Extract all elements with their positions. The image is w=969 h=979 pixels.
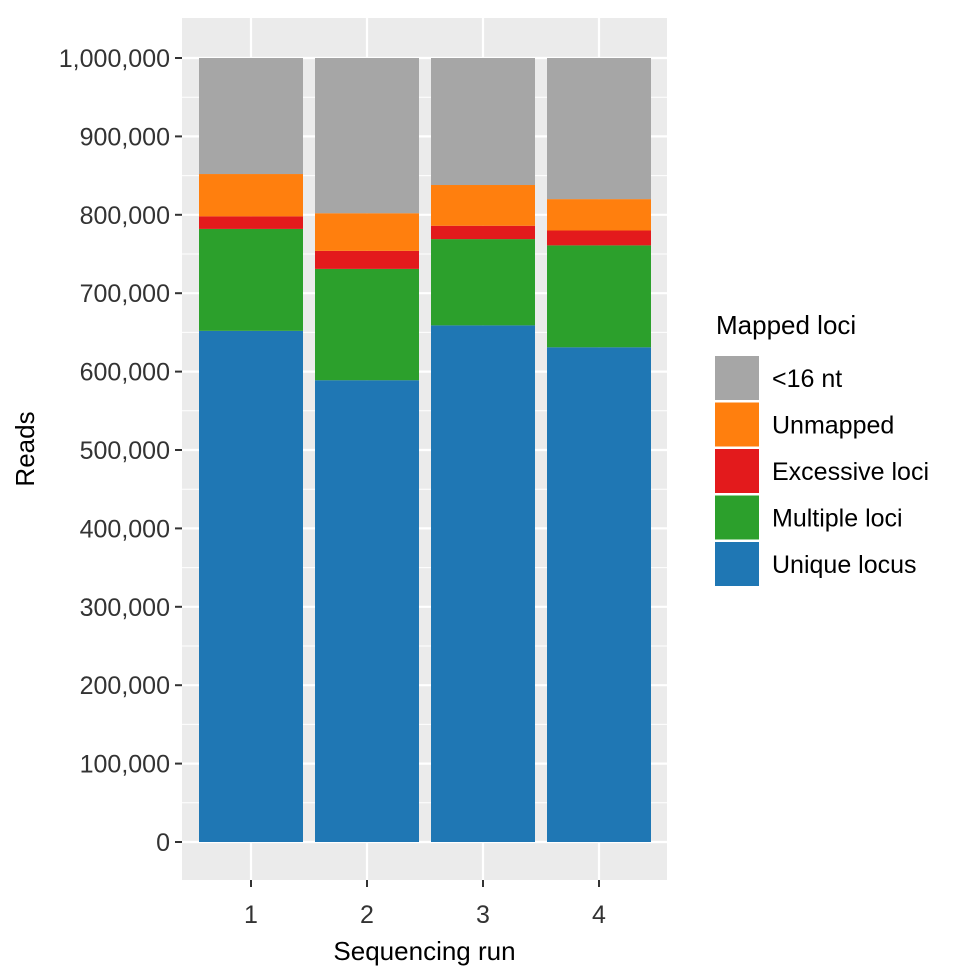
legend-key-16-nt [715, 356, 759, 400]
bar-unique-locus-run-3 [431, 325, 535, 842]
legend-title: Mapped loci [716, 310, 856, 340]
y-axis: 0 100,000 200,000 300,000 400,000 500,000 600,… [59, 45, 182, 857]
bar-16-nt-run-1 [199, 58, 303, 175]
y-tick-label: 100,000 [80, 751, 170, 779]
legend: Mapped loci <16 nt Unmapped Excessive loci… [715, 310, 929, 586]
bar-excessive-loci-run-2 [315, 250, 419, 269]
y-tick-label: 900,000 [80, 123, 170, 151]
bar-excessive-loci-run-4 [547, 230, 651, 246]
legend-label-excessive-loci: Excessive loci [772, 458, 929, 486]
x-tick-label: 4 [592, 901, 606, 929]
legend-key-multiple-loci [715, 495, 759, 540]
bar-unmapped-run-2 [315, 213, 419, 251]
y-tick-label: 0 [156, 829, 170, 857]
y-tick-label: 400,000 [80, 515, 170, 543]
legend-label-unique-locus: Unique locus [772, 551, 917, 579]
x-tick-label: 3 [476, 901, 490, 929]
bar-unmapped-run-4 [547, 199, 651, 231]
y-tick-label: 500,000 [80, 437, 170, 465]
x-tick-label: 1 [244, 901, 258, 929]
bar-unique-locus-run-4 [547, 347, 651, 842]
x-axis-title: Sequencing run [333, 936, 515, 966]
bar-multiple-loci-run-1 [199, 228, 303, 331]
bar-unmapped-run-1 [199, 174, 303, 217]
bar-16-nt-run-2 [315, 58, 419, 214]
y-tick-label: 200,000 [80, 672, 170, 700]
bar-multiple-loci-run-2 [315, 268, 419, 381]
y-tick-label: 700,000 [80, 280, 170, 308]
bar-multiple-loci-run-4 [547, 245, 651, 348]
bar-16-nt-run-4 [547, 58, 651, 200]
x-tick-label: 2 [360, 901, 374, 929]
bar-multiple-loci-run-3 [431, 239, 535, 326]
legend-key-excessive-loci [715, 449, 759, 493]
y-tick-label: 1,000,000 [59, 45, 170, 73]
bar-excessive-loci-run-1 [199, 216, 303, 229]
legend-key-unmapped [715, 402, 759, 447]
bar-unique-locus-run-1 [199, 330, 303, 842]
y-tick-label: 800,000 [80, 202, 170, 230]
legend-label-16-nt: <16 nt [772, 365, 842, 393]
bar-excessive-loci-run-3 [431, 225, 535, 240]
y-tick-label: 300,000 [80, 594, 170, 622]
bars [199, 58, 651, 842]
y-axis-title: Reads [10, 411, 40, 486]
bar-unmapped-run-3 [431, 185, 535, 226]
x-axis: 1 2 3 4 [244, 880, 606, 929]
legend-key-unique-locus [715, 542, 759, 586]
y-tick-label: 600,000 [80, 359, 170, 387]
bar-16-nt-run-3 [431, 58, 535, 186]
legend-label-multiple-loci: Multiple loci [772, 505, 903, 533]
legend-label-unmapped: Unmapped [772, 412, 894, 440]
bar-unique-locus-run-2 [315, 380, 419, 842]
